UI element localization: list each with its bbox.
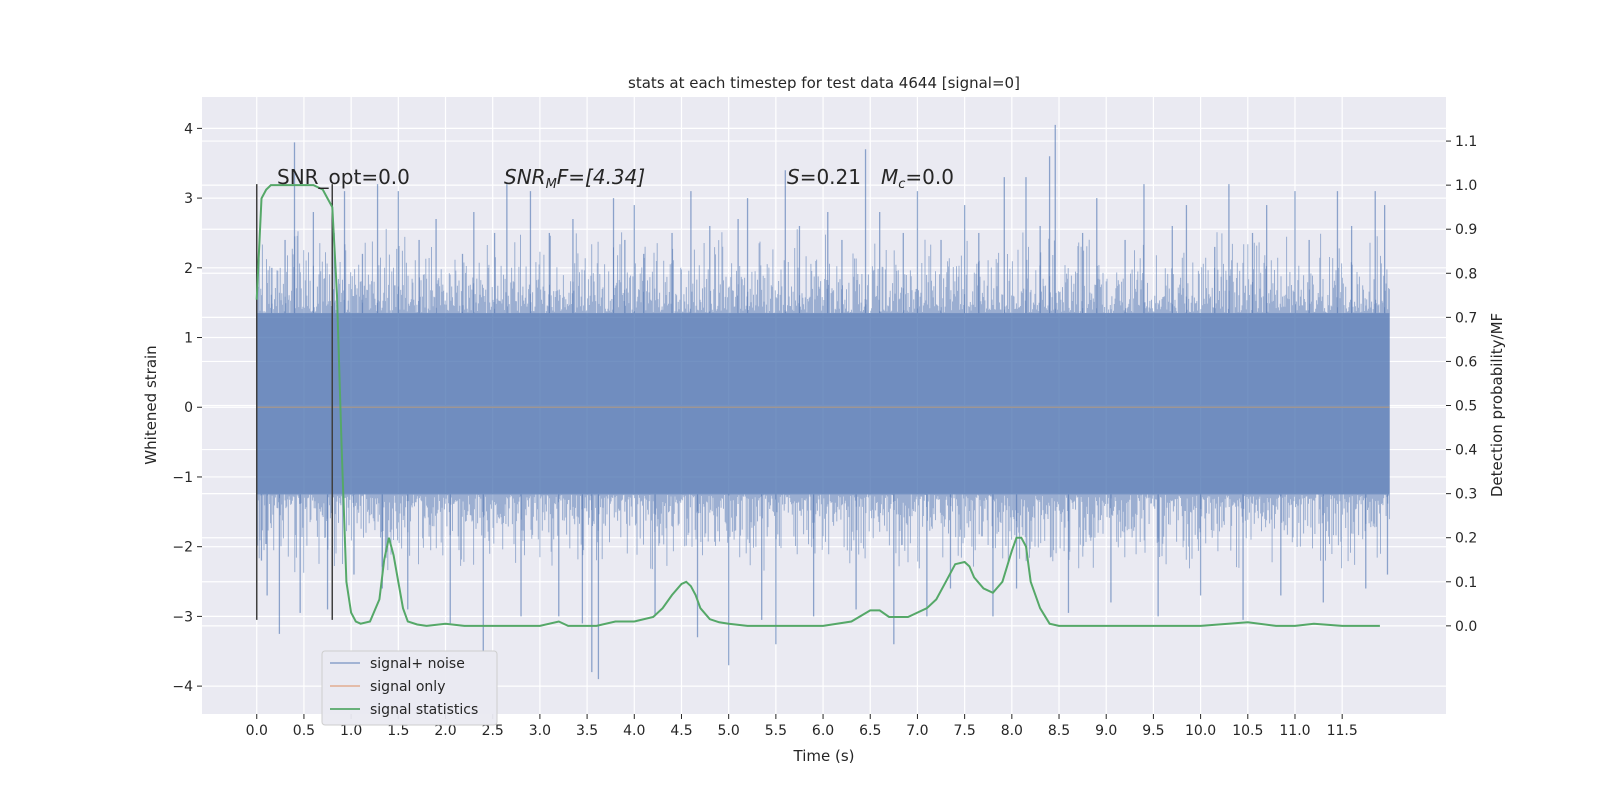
y-tick-label-left: −2 [172, 540, 193, 556]
x-tick-label: 4.5 [670, 723, 692, 739]
y-ticks-left: −4 −3 −2 −1 0 1 2 3 4 [172, 121, 202, 695]
x-tick-label: 5.5 [765, 723, 787, 739]
x-tick-label: 1.5 [387, 723, 409, 739]
legend: signal+ noise signal only signal statist… [321, 650, 498, 726]
y-tick-label-right: 1.1 [1455, 134, 1477, 150]
legend-label-signal-statistics: signal statistics [370, 702, 478, 718]
y-tick-label-right: 0.3 [1455, 487, 1477, 503]
y-ticks-right: 0.0 0.1 0.2 0.3 0.4 0.5 0.6 0.7 0.8 0.9 1.0 1.1 [1446, 134, 1477, 635]
x-tick-label: 3.0 [529, 723, 551, 739]
legend-box [321, 650, 498, 726]
y-tick-label-left: −4 [172, 679, 193, 695]
y-tick-label-left: 3 [184, 191, 193, 207]
annotation-s-tail: =0.21 [800, 165, 861, 189]
y-tick-label-left: 1 [184, 331, 193, 347]
legend-label-signal-only: signal only [370, 679, 445, 695]
series-signal-statistics [255, 184, 1380, 627]
x-axis-label: Time (s) [793, 747, 855, 765]
annotation-snr-mf: SNRMF=[4.34] [504, 165, 645, 192]
y-tick-label-right: 0.1 [1455, 575, 1477, 591]
x-tick-label: 0.5 [293, 723, 315, 739]
annotation-mc-main: M [881, 165, 898, 189]
x-tick-label: 8.5 [1048, 723, 1070, 739]
x-tick-label: 10.0 [1185, 723, 1216, 739]
chart-title: stats at each timestep for test data 464… [628, 74, 1020, 92]
annotation-mc-tail: =0.0 [905, 165, 954, 189]
annotation-snr-mf-sub: M [546, 177, 557, 192]
x-tick-label: 9.0 [1095, 723, 1117, 739]
y-tick-label-left: 4 [184, 121, 193, 137]
annotation-snr-mf-main: SNR [504, 165, 546, 189]
x-tick-label: 11.0 [1279, 723, 1310, 739]
x-tick-label: 6.0 [812, 723, 834, 739]
series-signal-noise [256, 124, 1390, 680]
y-axis-label-right: Detection probability/MF [1488, 313, 1506, 497]
signal-statistics-line [255, 184, 1380, 627]
x-tick-label: 6.5 [859, 723, 881, 739]
x-tick-label: 3.5 [576, 723, 598, 739]
y-tick-label-left: 0 [184, 400, 193, 416]
y-tick-label-right: 0.2 [1455, 531, 1477, 547]
x-tick-label: 1.0 [340, 723, 362, 739]
y-tick-label-right: 0.5 [1455, 399, 1477, 415]
x-tick-label: 5.0 [718, 723, 740, 739]
annotation-mc: Mc=0.0 [881, 165, 954, 192]
x-tick-label: 4.0 [623, 723, 645, 739]
annotation-snr-mf-tail-f: F=[4.34] [557, 165, 645, 189]
x-tick-label: 11.5 [1327, 723, 1358, 739]
x-tick-label: 7.5 [954, 723, 976, 739]
y-tick-label-right: 0.4 [1455, 443, 1477, 459]
legend-label-signal-noise: signal+ noise [370, 656, 465, 672]
x-tick-label: 9.5 [1142, 723, 1164, 739]
y-tick-label-right: 0.0 [1455, 619, 1477, 635]
annotation-s: S=0.21 [787, 165, 861, 189]
x-tick-label: 0.0 [246, 723, 268, 739]
y-tick-label-right: 0.8 [1455, 266, 1477, 282]
annotation-mc-sub: c [898, 177, 905, 192]
annotation-s-main: S [787, 165, 800, 189]
y-tick-label-left: −1 [172, 470, 193, 486]
x-tick-label: 2.0 [434, 723, 456, 739]
x-tick-label: 10.5 [1232, 723, 1263, 739]
y-tick-label-right: 0.6 [1455, 354, 1477, 370]
x-tick-label: 2.5 [482, 723, 504, 739]
annotation-snr-opt: SNR_opt=0.0 [277, 165, 410, 189]
x-tick-label: 7.0 [906, 723, 928, 739]
y-tick-label-right: 1.0 [1455, 178, 1477, 194]
y-axis-label-left: Whitened strain [142, 345, 160, 464]
y-tick-label-right: 0.9 [1455, 222, 1477, 238]
y-tick-label-left: 2 [184, 261, 193, 277]
y-tick-label-right: 0.7 [1455, 310, 1477, 326]
x-ticks: 0.0 0.5 1.0 1.5 2.0 2.5 3.0 3.5 4.0 4.5 5.0 5.5 6.0 6… [246, 714, 1358, 739]
x-tick-label: 8.0 [1001, 723, 1023, 739]
markers [255, 184, 334, 620]
y-tick-label-left: −3 [172, 609, 193, 625]
